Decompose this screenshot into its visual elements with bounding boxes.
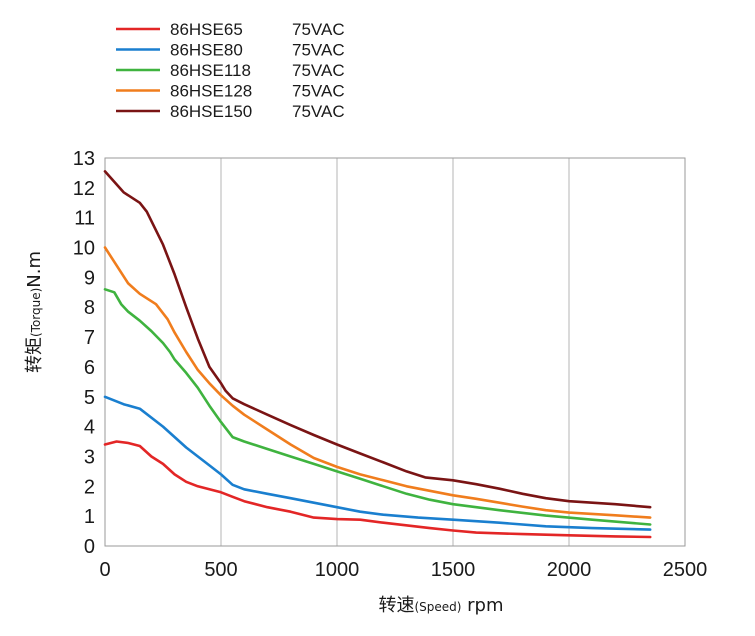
x-tick-label: 2000 <box>547 559 592 581</box>
legend: 86HSE65 75VAC 86HSE80 75VAC 86HSE118 75VAC 86H… <box>116 20 345 121</box>
y-tick-label: 0 <box>84 536 95 558</box>
series-group <box>103 170 652 539</box>
x-tick-label: 0 <box>99 559 110 581</box>
x-tick-label: 1500 <box>431 559 476 581</box>
plot-border <box>104 157 686 547</box>
y-axis-title-main: 转矩 <box>24 337 45 373</box>
x-axis-ticks: 0 500 1000 1500 2000 2500 <box>99 559 707 581</box>
plot-frame <box>104 157 686 547</box>
x-axis-title-main: 转速 <box>378 595 414 616</box>
grid <box>220 158 570 546</box>
x-axis-title-small: (Speed) <box>414 600 461 614</box>
x-tick-label: 1000 <box>315 559 360 581</box>
y-axis-title-small: (Torque) <box>29 288 43 337</box>
y-tick-label: 6 <box>84 357 95 379</box>
y-tick-label: 4 <box>84 417 95 439</box>
x-axis-title: 转速(Speed) rpm <box>378 595 503 616</box>
y-tick-label: 10 <box>73 238 95 260</box>
legend-voltage-86HSE80: 75VAC <box>292 41 345 60</box>
x-tick-label: 500 <box>204 559 237 581</box>
series-line-86HSE128 <box>103 246 652 519</box>
legend-label-86HSE128: 86HSE128 <box>170 82 252 101</box>
legend-voltage-86HSE128: 75VAC <box>292 82 345 101</box>
y-tick-label: 11 <box>74 208 95 230</box>
x-tick-label: 2500 <box>663 559 708 581</box>
x-axis-title-unit: rpm <box>461 595 503 616</box>
y-tick-label: 1 <box>84 506 95 528</box>
y-tick-label: 7 <box>84 327 95 349</box>
y-tick-label: 8 <box>84 297 95 319</box>
legend-voltage-86HSE118: 75VAC <box>292 61 345 80</box>
y-tick-label: 12 <box>73 178 95 200</box>
series-line-86HSE80 <box>103 395 652 531</box>
legend-label-86HSE150: 86HSE150 <box>170 102 252 121</box>
legend-label-86HSE80: 86HSE80 <box>170 41 243 60</box>
series-line-86HSE65 <box>103 440 652 539</box>
y-tick-label: 3 <box>84 446 95 468</box>
y-tick-label: 2 <box>84 476 95 498</box>
series-line-86HSE118 <box>103 288 652 526</box>
legend-voltage-86HSE65: 75VAC <box>292 20 345 39</box>
y-axis-title-unit: N.m <box>24 251 45 288</box>
legend-label-86HSE118: 86HSE118 <box>170 61 251 80</box>
legend-voltage-86HSE150: 75VAC <box>292 102 345 121</box>
legend-label-86HSE65: 86HSE65 <box>170 20 243 39</box>
y-axis-title: 转矩(Torque)N.m <box>24 251 45 373</box>
y-tick-label: 9 <box>84 267 95 289</box>
y-tick-label: 13 <box>73 148 95 170</box>
series-line-86HSE150 <box>103 170 652 509</box>
y-tick-label: 5 <box>84 387 95 409</box>
